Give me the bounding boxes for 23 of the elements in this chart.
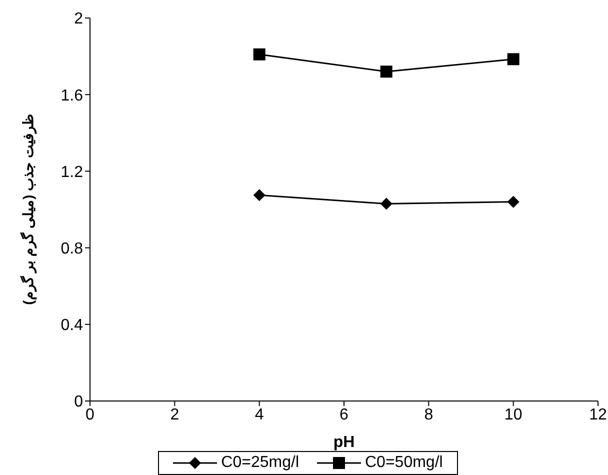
x-tick-label: 8 [424, 406, 434, 424]
point [380, 66, 392, 78]
point [507, 196, 520, 208]
point [507, 53, 520, 66]
x-tick-label: 10 [504, 406, 522, 424]
y-tick-label: 0.8 [60, 240, 84, 258]
point [253, 189, 266, 202]
legend-label: C0=50mg/l [364, 454, 443, 472]
y-tick-label: 1.2 [60, 164, 84, 181]
point [253, 48, 266, 60]
point [380, 198, 392, 210]
y-tick-label: 0.4 [60, 317, 84, 334]
x-tick-label: 4 [254, 406, 264, 424]
x-tick-label: 2 [170, 406, 180, 424]
legend-label: C0=25mg/l [220, 454, 299, 472]
x-axis-title: pH [333, 434, 355, 451]
y-tick-label: 1.6 [60, 87, 84, 104]
x-tick-label: 6 [340, 406, 349, 424]
x-tick-label: 12 [589, 406, 607, 424]
y-axis-title: ظرفیت جذب (میلی گرم بر گرم) [20, 114, 37, 305]
y-tick-label: 0 [74, 394, 84, 411]
x-tick-label: 0 [86, 406, 95, 424]
y-tick-label: 2 [74, 10, 84, 28]
